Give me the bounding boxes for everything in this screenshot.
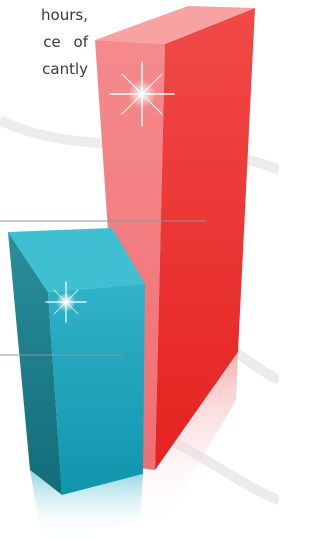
page: hours, ce of cantly (() => { const data …	[0, 0, 279, 538]
text-line: ce of	[43, 33, 88, 51]
infographic: hours, ce of cantly	[0, 0, 279, 538]
text-block: hours, ce of cantly	[41, 6, 89, 78]
text-line: cantly	[42, 60, 88, 78]
teal-bar	[8, 228, 145, 538]
text-line: hours,	[41, 6, 88, 24]
